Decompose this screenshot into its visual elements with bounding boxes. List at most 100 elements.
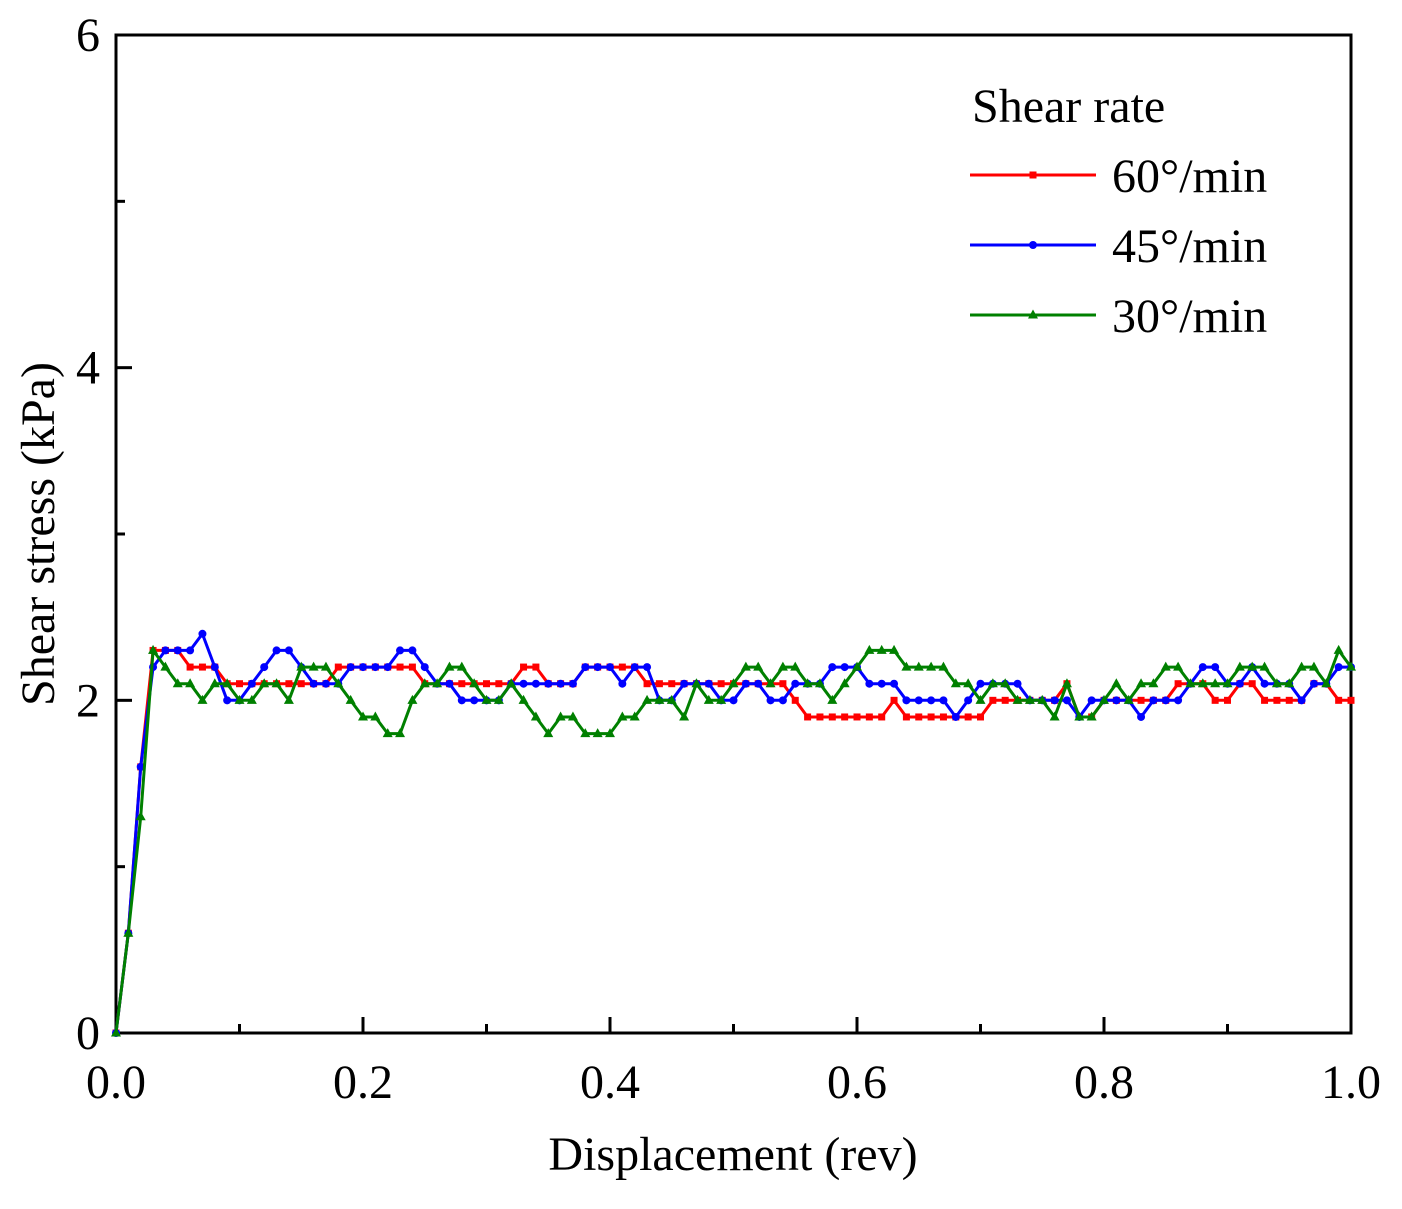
data-point: [519, 679, 528, 688]
data-point: [703, 694, 714, 704]
data-point: [543, 728, 554, 738]
data-point: [1123, 694, 1134, 704]
data-point: [890, 679, 899, 688]
data-point: [1260, 679, 1269, 688]
data-point: [1061, 678, 1072, 688]
x-tick-label: 0.6: [827, 1056, 887, 1109]
legend-item: 60°/min: [970, 150, 1267, 203]
data-point: [1062, 696, 1071, 705]
data-point: [483, 680, 490, 688]
data-point: [802, 678, 813, 688]
data-point: [704, 679, 713, 688]
data-point: [1284, 678, 1295, 688]
data-point: [790, 661, 801, 671]
data-point: [236, 680, 243, 688]
data-point: [853, 713, 861, 721]
data-point: [161, 646, 170, 655]
data-point: [1174, 680, 1182, 688]
data-point: [345, 694, 356, 704]
data-point: [889, 644, 900, 654]
data-point: [754, 679, 763, 688]
data-point: [902, 713, 910, 721]
data-point: [581, 663, 590, 672]
data-point: [284, 646, 293, 655]
legend-marker: [1029, 171, 1037, 179]
y-tick-label: 2: [76, 674, 100, 727]
data-point: [531, 679, 540, 688]
data-point: [592, 728, 603, 738]
y-tick-label: 0: [76, 1007, 100, 1060]
data-point: [1211, 663, 1220, 672]
data-point: [814, 678, 825, 688]
legend-marker: [1029, 241, 1037, 249]
data-point: [642, 694, 653, 704]
data-point: [210, 663, 219, 672]
data-point: [222, 678, 233, 688]
data-point: [1271, 678, 1282, 688]
data-point: [741, 679, 750, 688]
data-point: [160, 661, 171, 671]
data-point: [1211, 696, 1219, 704]
data-point: [950, 678, 961, 688]
data-point: [629, 711, 640, 721]
data-point: [1137, 696, 1145, 704]
data-point: [495, 680, 503, 688]
data-point: [520, 663, 528, 671]
data-point: [1012, 694, 1023, 704]
data-point: [1296, 661, 1307, 671]
data-point: [1099, 694, 1109, 704]
data-point: [1074, 711, 1085, 721]
data-point: [1234, 661, 1245, 671]
data-point: [321, 679, 330, 688]
data-point: [285, 680, 293, 688]
data-point: [654, 694, 665, 704]
legend-label: 30°/min: [1112, 290, 1267, 343]
x-tick-label: 1.0: [1321, 1056, 1381, 1109]
data-point: [568, 679, 577, 688]
data-point: [260, 663, 269, 672]
data-point: [1173, 661, 1184, 671]
data-point: [395, 728, 406, 738]
data-point: [740, 661, 751, 671]
data-point: [975, 694, 986, 704]
data-point: [371, 663, 380, 672]
data-point: [186, 663, 194, 671]
data-point: [185, 678, 196, 688]
data-point: [804, 713, 812, 721]
data-point: [617, 711, 628, 721]
data-point: [308, 661, 319, 671]
data-point: [1197, 678, 1208, 688]
data-point: [359, 663, 367, 672]
legend-item: 30°/min: [970, 290, 1267, 343]
data-point: [580, 728, 591, 738]
data-point: [964, 696, 973, 705]
data-point: [283, 694, 294, 704]
data-point: [555, 711, 566, 721]
legend: Shear rate 60°/min 45°/min 30°/min: [970, 80, 1267, 343]
data-point: [938, 661, 949, 671]
data-point: [1111, 678, 1122, 688]
data-point: [1308, 661, 1319, 671]
data-point: [296, 661, 307, 671]
data-point: [1049, 711, 1060, 721]
data-point: [679, 711, 690, 721]
data-point: [680, 679, 689, 688]
data-point: [876, 644, 887, 654]
series-layer: [111, 629, 1356, 1037]
data-point: [172, 678, 183, 688]
data-point: [779, 680, 787, 688]
data-point: [976, 679, 985, 688]
data-point: [408, 663, 416, 671]
data-point: [877, 679, 886, 688]
data-point: [135, 811, 146, 821]
data-point: [123, 927, 134, 937]
data-point: [666, 694, 677, 704]
data-point: [939, 713, 947, 721]
data-point: [777, 661, 788, 671]
data-point: [1050, 696, 1059, 705]
data-point: [532, 663, 540, 671]
data-point: [766, 696, 775, 705]
legend-marker: [1028, 309, 1038, 319]
data-point: [864, 644, 875, 654]
data-point: [828, 663, 837, 672]
